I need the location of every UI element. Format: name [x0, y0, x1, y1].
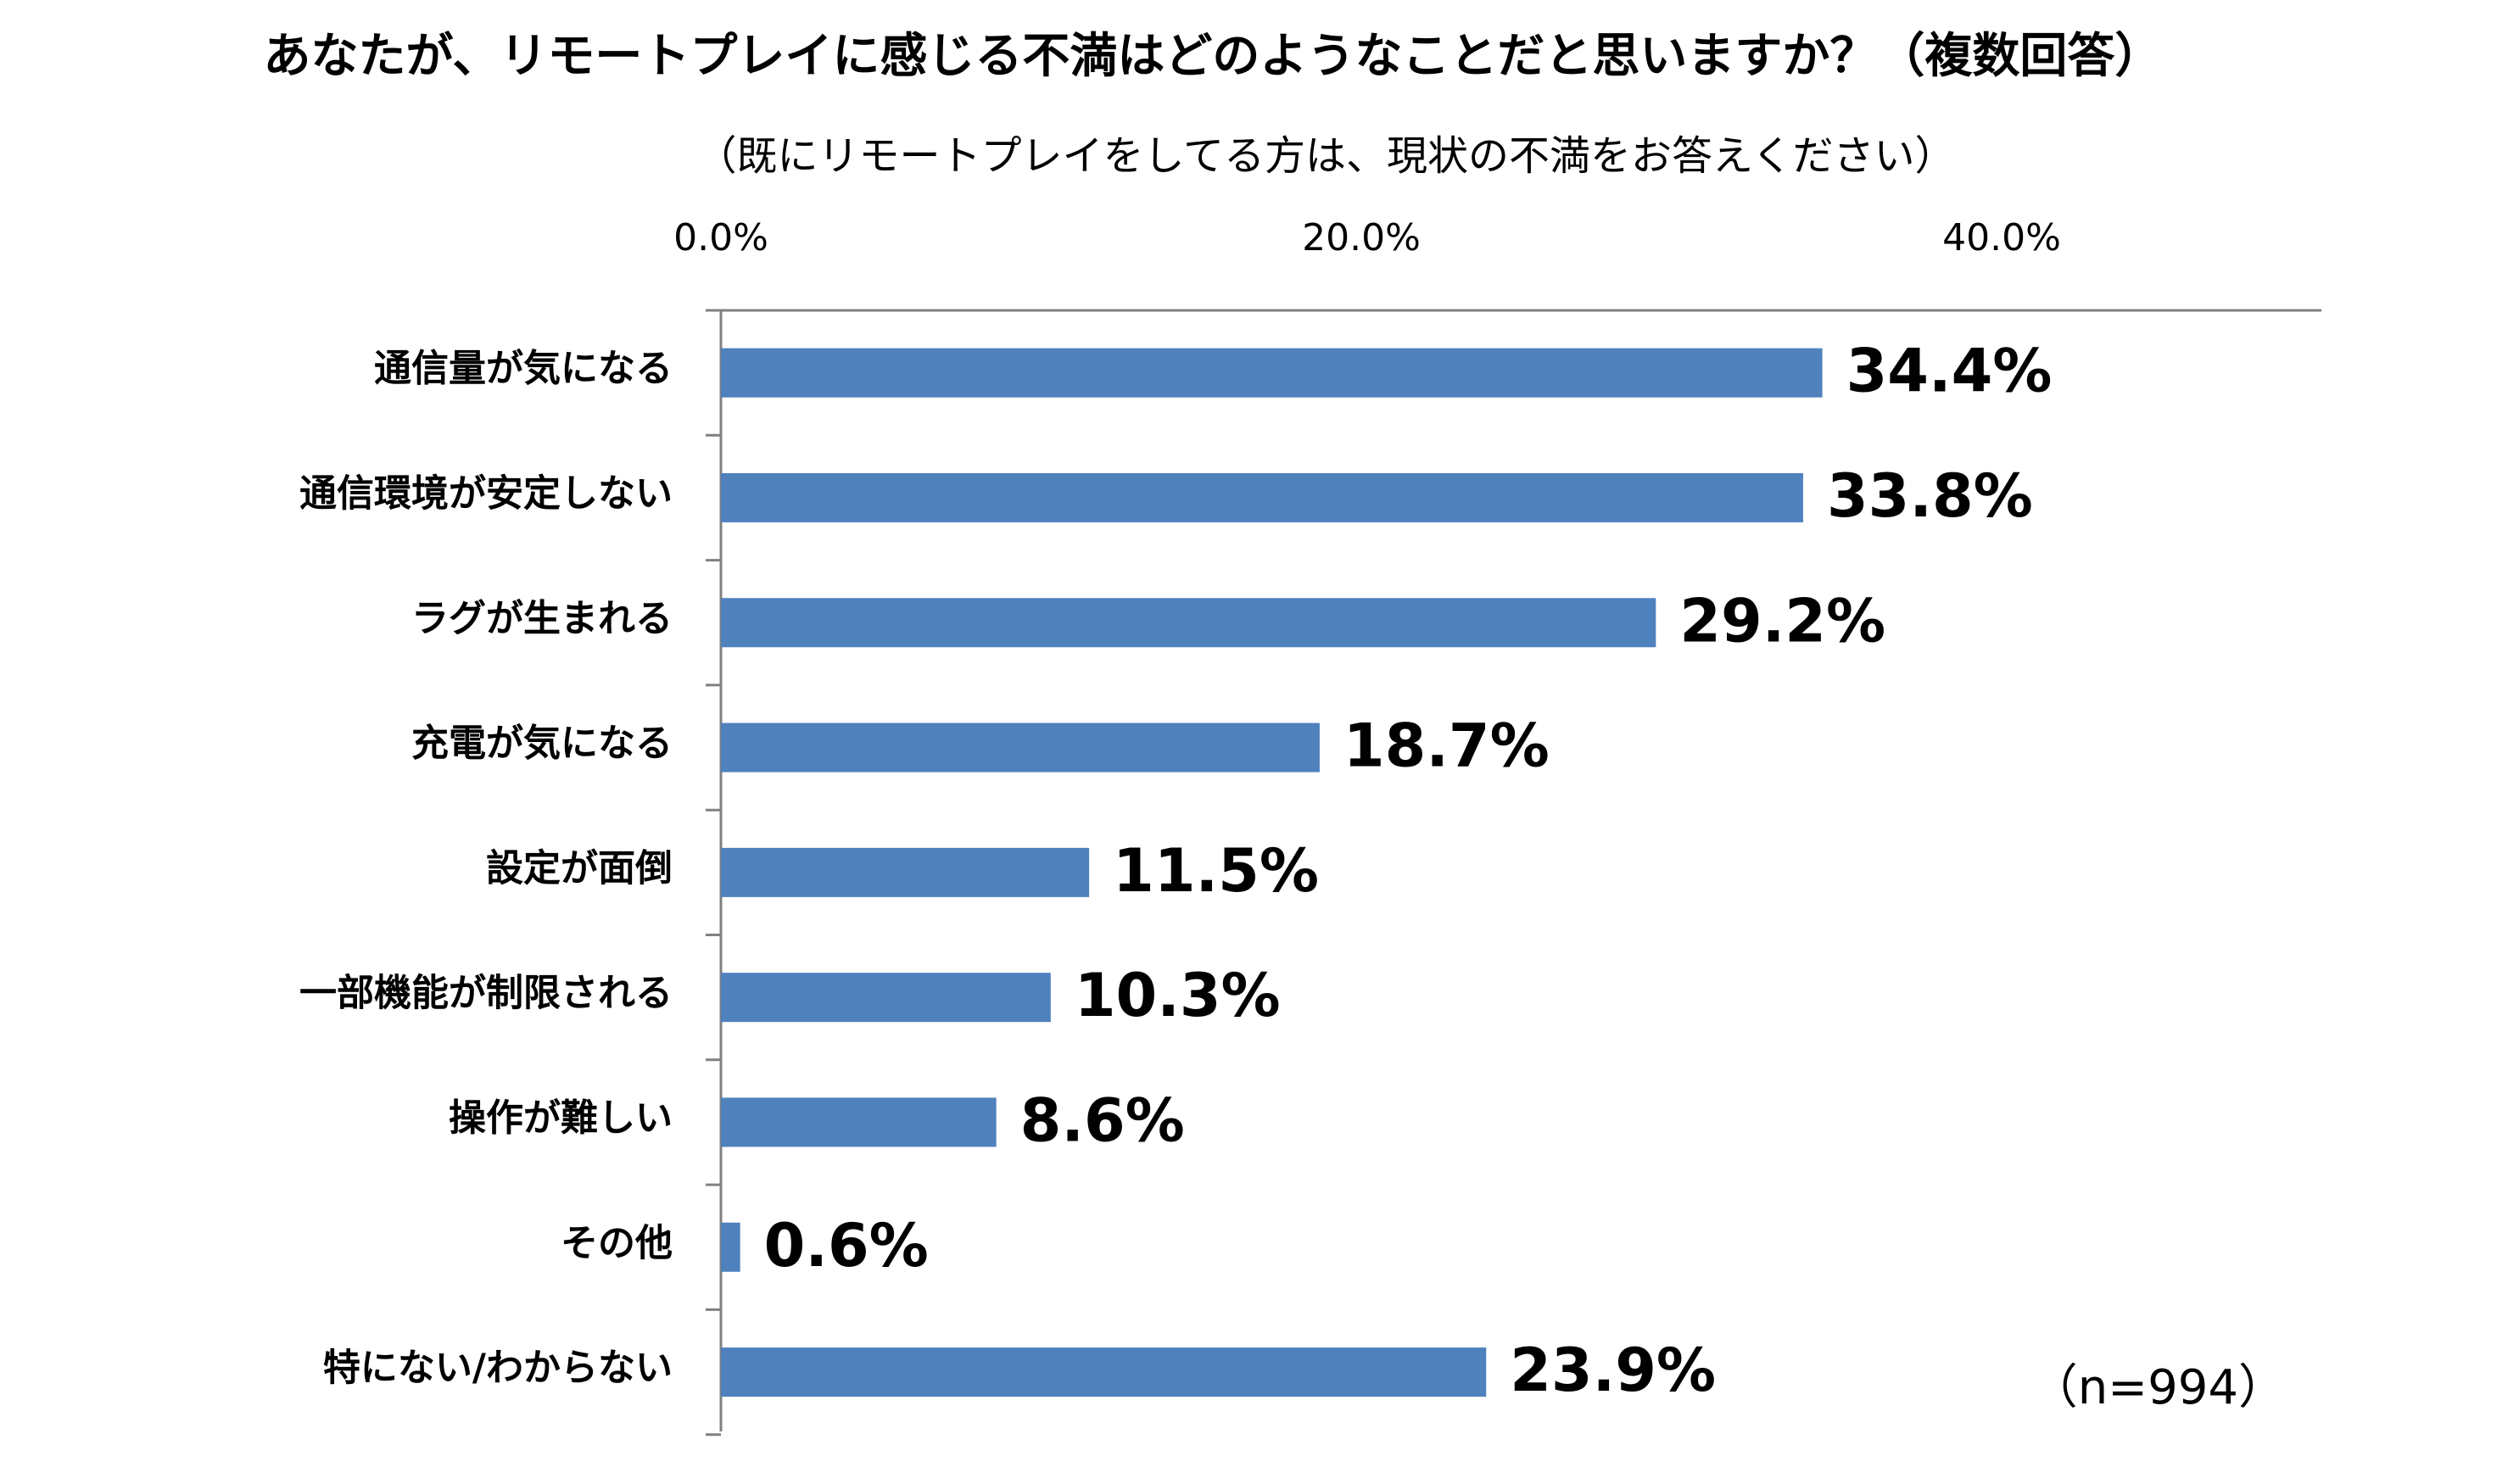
bar: [721, 472, 1803, 522]
value-label: 18.7%: [1343, 711, 1550, 781]
bar: [721, 722, 1320, 773]
value-label: 34.4%: [1846, 337, 2053, 406]
bar: [721, 348, 1823, 398]
x-tick-label: 20.0%: [1302, 216, 1421, 259]
category-label: 操作が難しい: [449, 1096, 673, 1140]
value-label: 0.6%: [764, 1211, 929, 1280]
value-label: 29.2%: [1679, 586, 1885, 656]
sample-size-note: （n=994）: [2030, 1360, 2286, 1415]
category-label: 充電が気になる: [411, 722, 673, 765]
x-tick-label: 0.0%: [673, 216, 768, 259]
chart-title: あなたが、リモートプレイに感じる不満はどのようなことだと思いますか？（複数回答）: [264, 29, 2163, 84]
bar: [721, 847, 1090, 897]
category-label: 一部機能が制限される: [299, 972, 673, 1015]
category-label: ラグが生まれる: [411, 597, 673, 640]
value-label: 23.9%: [1510, 1336, 1716, 1405]
value-label: 10.3%: [1075, 961, 1281, 1030]
value-label: 8.6%: [1020, 1085, 1185, 1155]
x-tick-label: 40.0%: [1942, 216, 2061, 259]
bars: 通信量が気になる 34.4% 通信環境が安定しない 33.8% ラグが生まれる 29.2%…: [299, 337, 2052, 1405]
category-label: その他: [561, 1221, 673, 1264]
category-label: 特にない/わからない: [323, 1347, 673, 1390]
category-label: 設定が面倒: [486, 846, 673, 890]
bar: [721, 973, 1051, 1023]
value-label: 11.5%: [1113, 836, 1319, 906]
bar: [721, 1222, 740, 1272]
category-label: 通信環境が安定しない: [299, 471, 673, 515]
x-axis-ticks: 0.0% 20.0% 40.0%: [673, 216, 2061, 259]
value-label: 33.8%: [1827, 461, 2033, 531]
bar: [721, 1347, 1487, 1398]
bar: [721, 1097, 997, 1147]
bar: [721, 598, 1656, 648]
category-label: 通信量が気になる: [374, 347, 673, 390]
chart-subtitle: （既にリモートプレイをしてる方は、現状の不満をお答えください）: [695, 132, 1955, 180]
